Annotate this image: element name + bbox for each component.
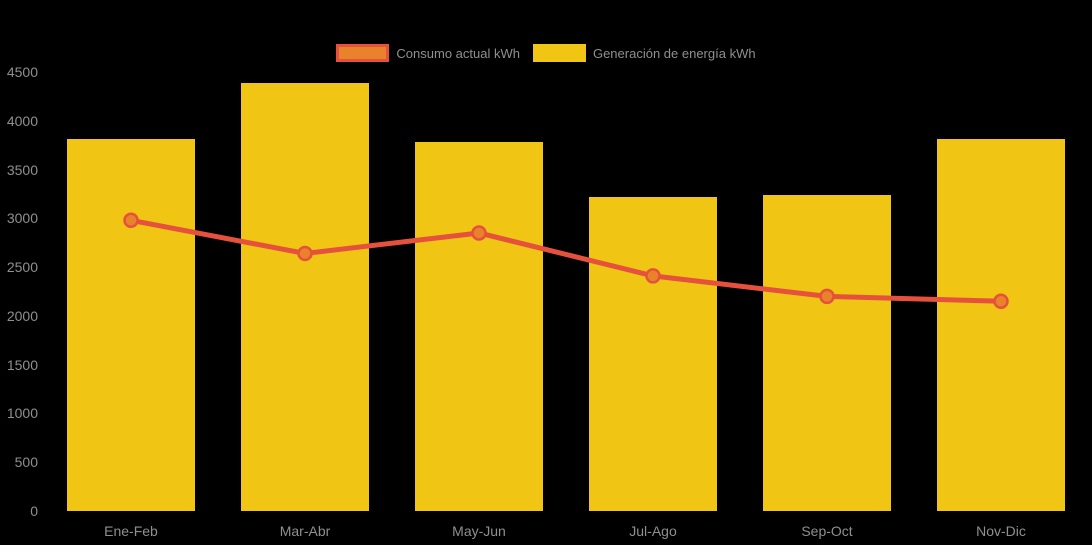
x-tick-label: Mar-Abr bbox=[279, 523, 331, 539]
x-tick-label: May-Jun bbox=[452, 523, 506, 539]
line-point-Sep-Oct[interactable] bbox=[819, 288, 835, 305]
line-point-Mar-Abr[interactable] bbox=[297, 245, 313, 262]
bar-Sep-Oct[interactable] bbox=[763, 194, 891, 511]
y-tick-label: 3500 bbox=[6, 161, 38, 178]
y-tick-label: 1500 bbox=[6, 356, 38, 373]
legend-item-0[interactable]: Consumo actual kWh bbox=[336, 44, 520, 62]
bar-May-Jun[interactable] bbox=[415, 142, 543, 511]
y-tick-label: 4000 bbox=[6, 112, 38, 129]
line-point-May-Jun[interactable] bbox=[471, 225, 487, 241]
legend-item-1[interactable]: Generación de energía kWh bbox=[532, 44, 756, 62]
bar-Nov-Dic[interactable] bbox=[937, 139, 1065, 511]
legend-item-label: Generación de energía kWh bbox=[592, 45, 756, 61]
y-tick-label: 500 bbox=[14, 454, 38, 471]
y-tick-label: 3000 bbox=[6, 210, 38, 227]
line-point-Ene-Feb[interactable] bbox=[123, 212, 139, 229]
x-tick-label: Jul-Ago bbox=[629, 523, 677, 539]
y-tick-label: 2500 bbox=[6, 259, 38, 276]
x-tick-label: Sep-Oct bbox=[801, 523, 853, 539]
y-tick-label: 0 bbox=[30, 503, 38, 519]
y-tick-label: 2000 bbox=[6, 307, 38, 324]
y-tick-label: 1000 bbox=[6, 405, 38, 422]
line-point-Jul-Ago[interactable] bbox=[645, 268, 661, 284]
line-point-Nov-Dic[interactable] bbox=[993, 293, 1009, 310]
bar-Ene-Feb[interactable] bbox=[67, 139, 195, 511]
bar-Mar-Abr[interactable] bbox=[241, 82, 369, 511]
x-tick-label: Nov-Dic bbox=[976, 523, 1026, 539]
legend-swatch-icon bbox=[532, 44, 586, 62]
legend-swatch-icon bbox=[336, 44, 390, 62]
y-tick-label: 4500 bbox=[6, 64, 38, 80]
chart-legend: Consumo actual kWh Generación de energía … bbox=[0, 44, 1092, 62]
bar-Jul-Ago[interactable] bbox=[589, 196, 717, 511]
x-tick-label: Ene-Feb bbox=[104, 523, 158, 539]
legend-item-label: Consumo actual kWh bbox=[396, 45, 520, 61]
